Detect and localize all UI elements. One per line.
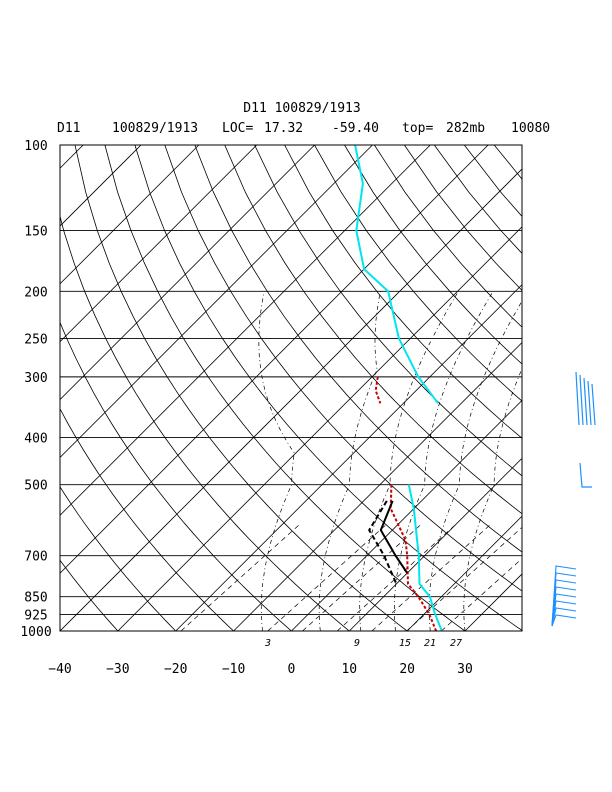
pressure-tick-label: 200 <box>24 285 47 300</box>
isotherm-line <box>60 145 142 227</box>
isotherm-line <box>117 226 522 631</box>
wind-barb-upper <box>579 374 584 426</box>
mixing-ratio-labels: 3 9 15 21 27 <box>264 638 462 649</box>
mixing-ratio-label: 15 <box>399 638 411 649</box>
temperature-axis: −40 −30 −20 −10 0 10 20 30 <box>48 662 473 677</box>
wind-barb-upper <box>591 383 596 426</box>
chart-header: D11 100829/1913 LOC= 17.32 -59.40 top= 2… <box>57 121 550 136</box>
profile-black-dashed-line <box>368 500 398 585</box>
temperature-upper-line <box>354 145 439 404</box>
isotherm-line <box>406 515 522 631</box>
pressure-tick-label: 500 <box>24 479 47 494</box>
temperature-tick-label: 20 <box>399 662 415 677</box>
mixing-ratio-label: 27 <box>450 638 462 649</box>
wind-barb-upper <box>575 371 580 426</box>
wind-barb-mid <box>579 462 592 488</box>
chart-title: D11 100829/1913 <box>243 101 360 116</box>
wind-barb-upper <box>587 380 592 426</box>
isotherm-line <box>60 168 522 631</box>
dry-adiabat-line <box>104 145 466 631</box>
pressure-tick-label: 150 <box>24 225 47 240</box>
grid-layer <box>0 145 612 631</box>
temperature-tick-label: 30 <box>457 662 473 677</box>
pressure-tick-label: 925 <box>24 609 47 624</box>
pressure-tick-label: 400 <box>24 432 47 447</box>
temperature-tick-label: −10 <box>222 662 245 677</box>
header-station: D11 <box>57 121 80 136</box>
wind-barb-lower <box>551 614 577 627</box>
temperature-tick-label: 10 <box>341 662 357 677</box>
moist-adiabat-line <box>318 291 381 631</box>
dry-adiabat-line <box>60 214 350 631</box>
temperature-tick-label: −40 <box>48 662 71 677</box>
dry-adiabat-line <box>314 145 522 402</box>
isotherm-line <box>60 145 315 401</box>
isotherm-line <box>523 145 612 631</box>
pressure-tick-label: 850 <box>24 591 47 606</box>
dry-adiabat-line <box>493 145 522 180</box>
temperature-tick-label: 0 <box>288 662 296 677</box>
temperature-tick-label: −20 <box>164 662 187 677</box>
isotherm-line <box>60 145 431 516</box>
dry-adiabat-line <box>254 145 522 477</box>
dewpoint-upper-line <box>374 376 382 404</box>
dry-adiabat-line <box>60 321 292 631</box>
isotherm-line <box>581 145 612 631</box>
isotherm-line <box>349 457 522 631</box>
isotherm-line <box>60 145 257 343</box>
wind-barbs <box>551 371 596 627</box>
moist-adiabat-line <box>359 291 459 631</box>
isotherm-line <box>0 145 25 631</box>
dry-adiabat-line <box>60 559 119 631</box>
mixing-ratio-label: 9 <box>354 638 360 649</box>
header-loc-label: LOC= <box>222 121 253 136</box>
moist-adiabat-line <box>258 291 295 631</box>
series-layer <box>354 145 443 631</box>
pressure-tick-label: 250 <box>24 332 47 347</box>
isotherm-line <box>464 573 522 631</box>
dewpoint-lower-line <box>389 484 438 631</box>
dry-adiabat-line <box>463 145 522 217</box>
header-extra: 10080 <box>511 121 550 136</box>
header-lat: 17.32 <box>264 121 303 136</box>
isotherm-line <box>233 342 522 631</box>
header-top-value: 282mb <box>446 121 485 136</box>
dry-adiabat-line <box>284 145 522 439</box>
header-lon: -59.40 <box>332 121 379 136</box>
wind-barb-upper <box>583 377 588 426</box>
isotherm-line <box>175 284 522 631</box>
isotherm-line <box>60 145 373 458</box>
isotherm-line <box>60 145 489 574</box>
pressure-tick-label: 1000 <box>20 625 51 640</box>
mixing-ratio-label: 3 <box>264 638 271 649</box>
pressure-tick-label: 100 <box>24 139 47 154</box>
isotherm-line <box>291 399 522 631</box>
plot-frame <box>59 144 523 632</box>
isotherm-line <box>60 145 200 285</box>
pressure-tick-label: 300 <box>24 371 47 386</box>
moist-adiabat-line <box>394 291 494 631</box>
mixing-ratio-label: 21 <box>424 638 436 649</box>
wind-barb-lower <box>551 607 577 627</box>
pressure-tick-label: 700 <box>24 550 47 565</box>
temperature-tick-label: −30 <box>106 662 129 677</box>
temperature-lower-line <box>407 484 443 631</box>
profile-black-line <box>379 500 409 574</box>
wind-barb-lower <box>551 600 577 627</box>
moist-adiabat-line <box>428 300 522 631</box>
header-top-label: top= <box>402 121 433 136</box>
moist-adiabat-line <box>463 367 522 631</box>
dry-adiabat-line <box>433 145 522 254</box>
header-datetime: 100829/1913 <box>112 121 198 136</box>
